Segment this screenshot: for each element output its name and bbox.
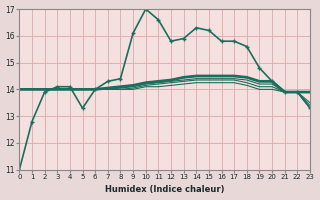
X-axis label: Humidex (Indice chaleur): Humidex (Indice chaleur)	[105, 185, 224, 194]
